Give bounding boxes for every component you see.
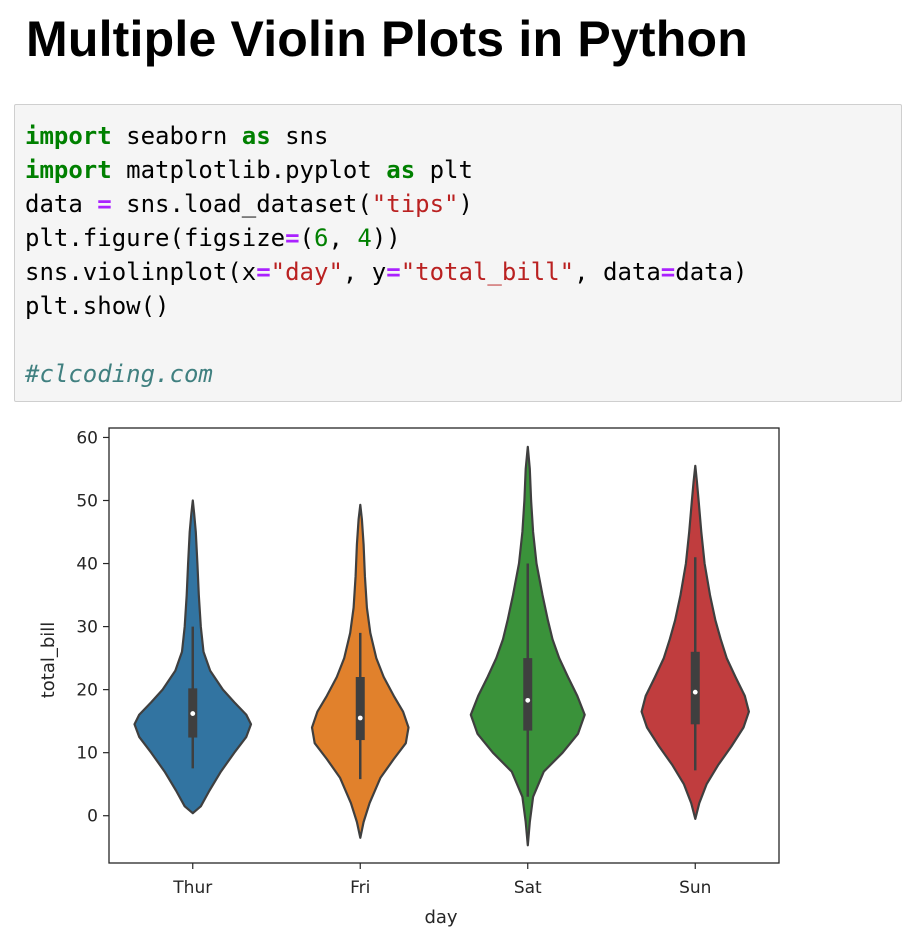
violin-iqr-box	[355, 677, 365, 741]
code-cell[interactable]: import seaborn as sns import matplotlib.…	[14, 104, 902, 402]
y-tick-label: 0	[87, 807, 98, 827]
code-token: )	[458, 190, 473, 218]
code-token: ))	[371, 224, 401, 252]
code-token: (	[299, 224, 314, 252]
x-axis-label: day	[424, 907, 457, 928]
y-tick-label: 30	[76, 618, 98, 638]
code-token: seaborn	[111, 122, 242, 150]
operator-token: =	[660, 258, 676, 286]
violin-median-marker	[525, 697, 531, 703]
string-token: "total_bill"	[400, 258, 575, 286]
x-tick-label: Thur	[172, 878, 212, 898]
operator-token: =	[386, 258, 401, 286]
violin-median-marker	[692, 689, 698, 695]
code-token: , data	[574, 258, 661, 286]
y-axis: 0 10 20 30 40 50 60	[76, 428, 109, 827]
violin-median-marker	[357, 715, 363, 721]
operator-token: =	[256, 258, 271, 286]
page-title: Multiple Violin Plots in Python	[26, 11, 748, 67]
code-token: matplotlib.pyplot	[111, 156, 387, 184]
code-token: plt.show()	[25, 292, 170, 320]
code-token: , y	[342, 258, 387, 286]
x-axis: Thur Fri Sat Sun	[172, 863, 711, 898]
keyword-token: import	[25, 156, 112, 184]
code-token: sns.violinplot(x	[25, 258, 257, 286]
y-tick-label: 50	[76, 492, 98, 512]
x-tick-label: Sat	[514, 878, 542, 898]
code-block: import seaborn as sns import matplotlib.…	[25, 119, 748, 391]
operator-token: =	[97, 190, 112, 218]
violin-median-marker	[190, 711, 196, 716]
code-token: data)	[675, 258, 748, 286]
y-tick-label: 20	[76, 681, 98, 701]
violin-iqr-box	[523, 658, 533, 731]
code-line-8: #clcoding.com	[25, 360, 213, 388]
violins	[133, 445, 751, 847]
keyword-token: import	[25, 122, 112, 150]
code-line-3: data = sns.load_dataset("tips")	[25, 190, 473, 218]
code-line-2: import matplotlib.pyplot as plt	[25, 156, 473, 184]
code-token: sns	[270, 122, 329, 150]
code-token: sns.load_dataset(	[111, 190, 372, 218]
violin-iqr-box	[690, 651, 700, 725]
keyword-token: as	[241, 122, 271, 150]
string-token: "day"	[270, 258, 343, 286]
x-tick-label: Sun	[679, 878, 711, 898]
comment-token: #clcoding.com	[25, 360, 213, 388]
code-line-6: plt.show()	[25, 292, 170, 320]
y-tick-label: 10	[76, 744, 98, 764]
y-tick-label: 40	[76, 555, 98, 575]
code-line-1: import seaborn as sns	[25, 122, 328, 150]
number-token: 4	[357, 224, 372, 252]
keyword-token: as	[386, 156, 416, 184]
string-token: "tips"	[371, 190, 459, 218]
code-token: plt	[415, 156, 473, 184]
x-tick-label: Fri	[350, 878, 370, 898]
code-line-4: plt.figure(figsize=(6, 4))	[25, 224, 401, 252]
code-token: data	[25, 190, 98, 218]
code-line-5: sns.violinplot(x="day", y="total_bill", …	[25, 258, 748, 286]
violin-chart: 0 10 20 30 40 50 60 Thur Fri Sat Sun total_bill d…	[38, 427, 780, 928]
operator-token: =	[285, 224, 300, 252]
code-token: plt.figure(figsize	[25, 224, 286, 252]
y-axis-label: total_bill	[38, 622, 59, 699]
number-token: 6	[314, 224, 329, 252]
y-tick-label: 60	[76, 428, 98, 448]
code-token: ,	[328, 224, 358, 252]
